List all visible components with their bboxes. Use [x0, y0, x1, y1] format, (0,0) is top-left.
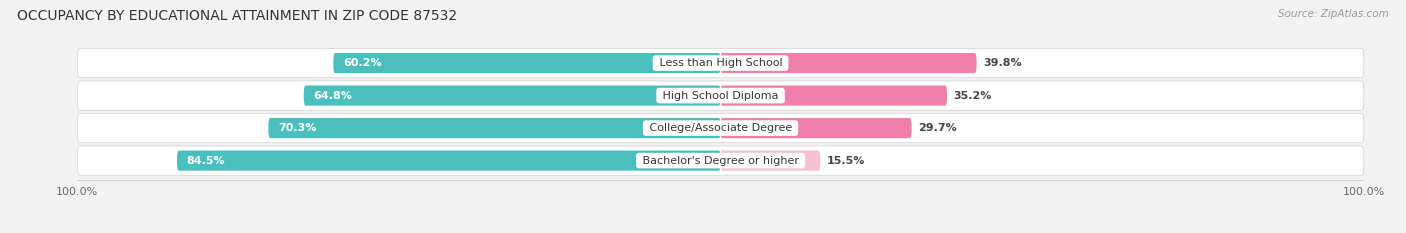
Text: High School Diploma: High School Diploma	[659, 91, 782, 101]
FancyBboxPatch shape	[77, 146, 1364, 175]
Text: 64.8%: 64.8%	[314, 91, 353, 101]
FancyBboxPatch shape	[304, 86, 721, 106]
Text: Bachelor's Degree or higher: Bachelor's Degree or higher	[638, 156, 803, 166]
Text: 15.5%: 15.5%	[827, 156, 865, 166]
FancyBboxPatch shape	[721, 118, 911, 138]
FancyBboxPatch shape	[77, 113, 1364, 143]
Text: 84.5%: 84.5%	[187, 156, 225, 166]
Text: Less than High School: Less than High School	[655, 58, 786, 68]
Text: 29.7%: 29.7%	[918, 123, 957, 133]
Text: 39.8%: 39.8%	[983, 58, 1022, 68]
FancyBboxPatch shape	[77, 48, 1364, 78]
FancyBboxPatch shape	[269, 118, 721, 138]
Text: 60.2%: 60.2%	[343, 58, 381, 68]
FancyBboxPatch shape	[77, 81, 1364, 110]
Text: College/Associate Degree: College/Associate Degree	[645, 123, 796, 133]
Text: OCCUPANCY BY EDUCATIONAL ATTAINMENT IN ZIP CODE 87532: OCCUPANCY BY EDUCATIONAL ATTAINMENT IN Z…	[17, 9, 457, 23]
Text: Source: ZipAtlas.com: Source: ZipAtlas.com	[1278, 9, 1389, 19]
Text: 35.2%: 35.2%	[953, 91, 991, 101]
FancyBboxPatch shape	[721, 53, 977, 73]
FancyBboxPatch shape	[333, 53, 721, 73]
FancyBboxPatch shape	[721, 151, 820, 171]
FancyBboxPatch shape	[721, 86, 948, 106]
Text: 70.3%: 70.3%	[278, 123, 316, 133]
FancyBboxPatch shape	[177, 151, 721, 171]
